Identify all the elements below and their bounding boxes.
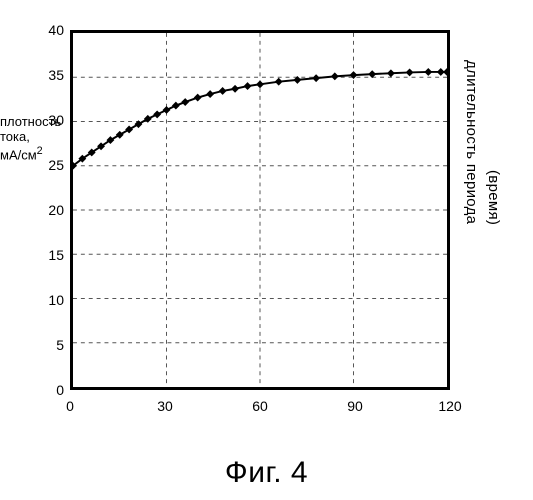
figure-stage: 0510152025303540 0306090120 плотность то… [0, 0, 533, 500]
plot-svg [70, 30, 450, 390]
ylabel-sup: 2 [37, 145, 43, 157]
x-tick: 0 [66, 398, 74, 414]
xlabel-line2: (время) [485, 170, 502, 225]
y-axis-label: плотность тока, мА/см2 [0, 115, 70, 163]
x-tick: 30 [157, 398, 173, 414]
chart-area: 0510152025303540 0306090120 плотность то… [70, 30, 450, 390]
y-tick: 0 [34, 382, 64, 398]
ylabel-line1: плотность [0, 114, 61, 129]
x-tick: 90 [347, 398, 363, 414]
ylabel-line2: тока, [0, 129, 30, 144]
y-tick: 15 [34, 247, 64, 263]
y-tick: 35 [34, 67, 64, 83]
y-tick: 40 [34, 22, 64, 38]
y-tick: 5 [34, 337, 64, 353]
figure-caption: Фиг. 4 [0, 456, 533, 490]
y-tick: 10 [34, 292, 64, 308]
x-tick: 60 [252, 398, 268, 414]
y-tick: 20 [34, 202, 64, 218]
xlabel-line1: длительность периода [463, 60, 480, 224]
x-axis-label: длительность периода (время) [460, 30, 520, 390]
ylabel-line3: мА/см [0, 147, 37, 162]
x-tick: 120 [438, 398, 461, 414]
